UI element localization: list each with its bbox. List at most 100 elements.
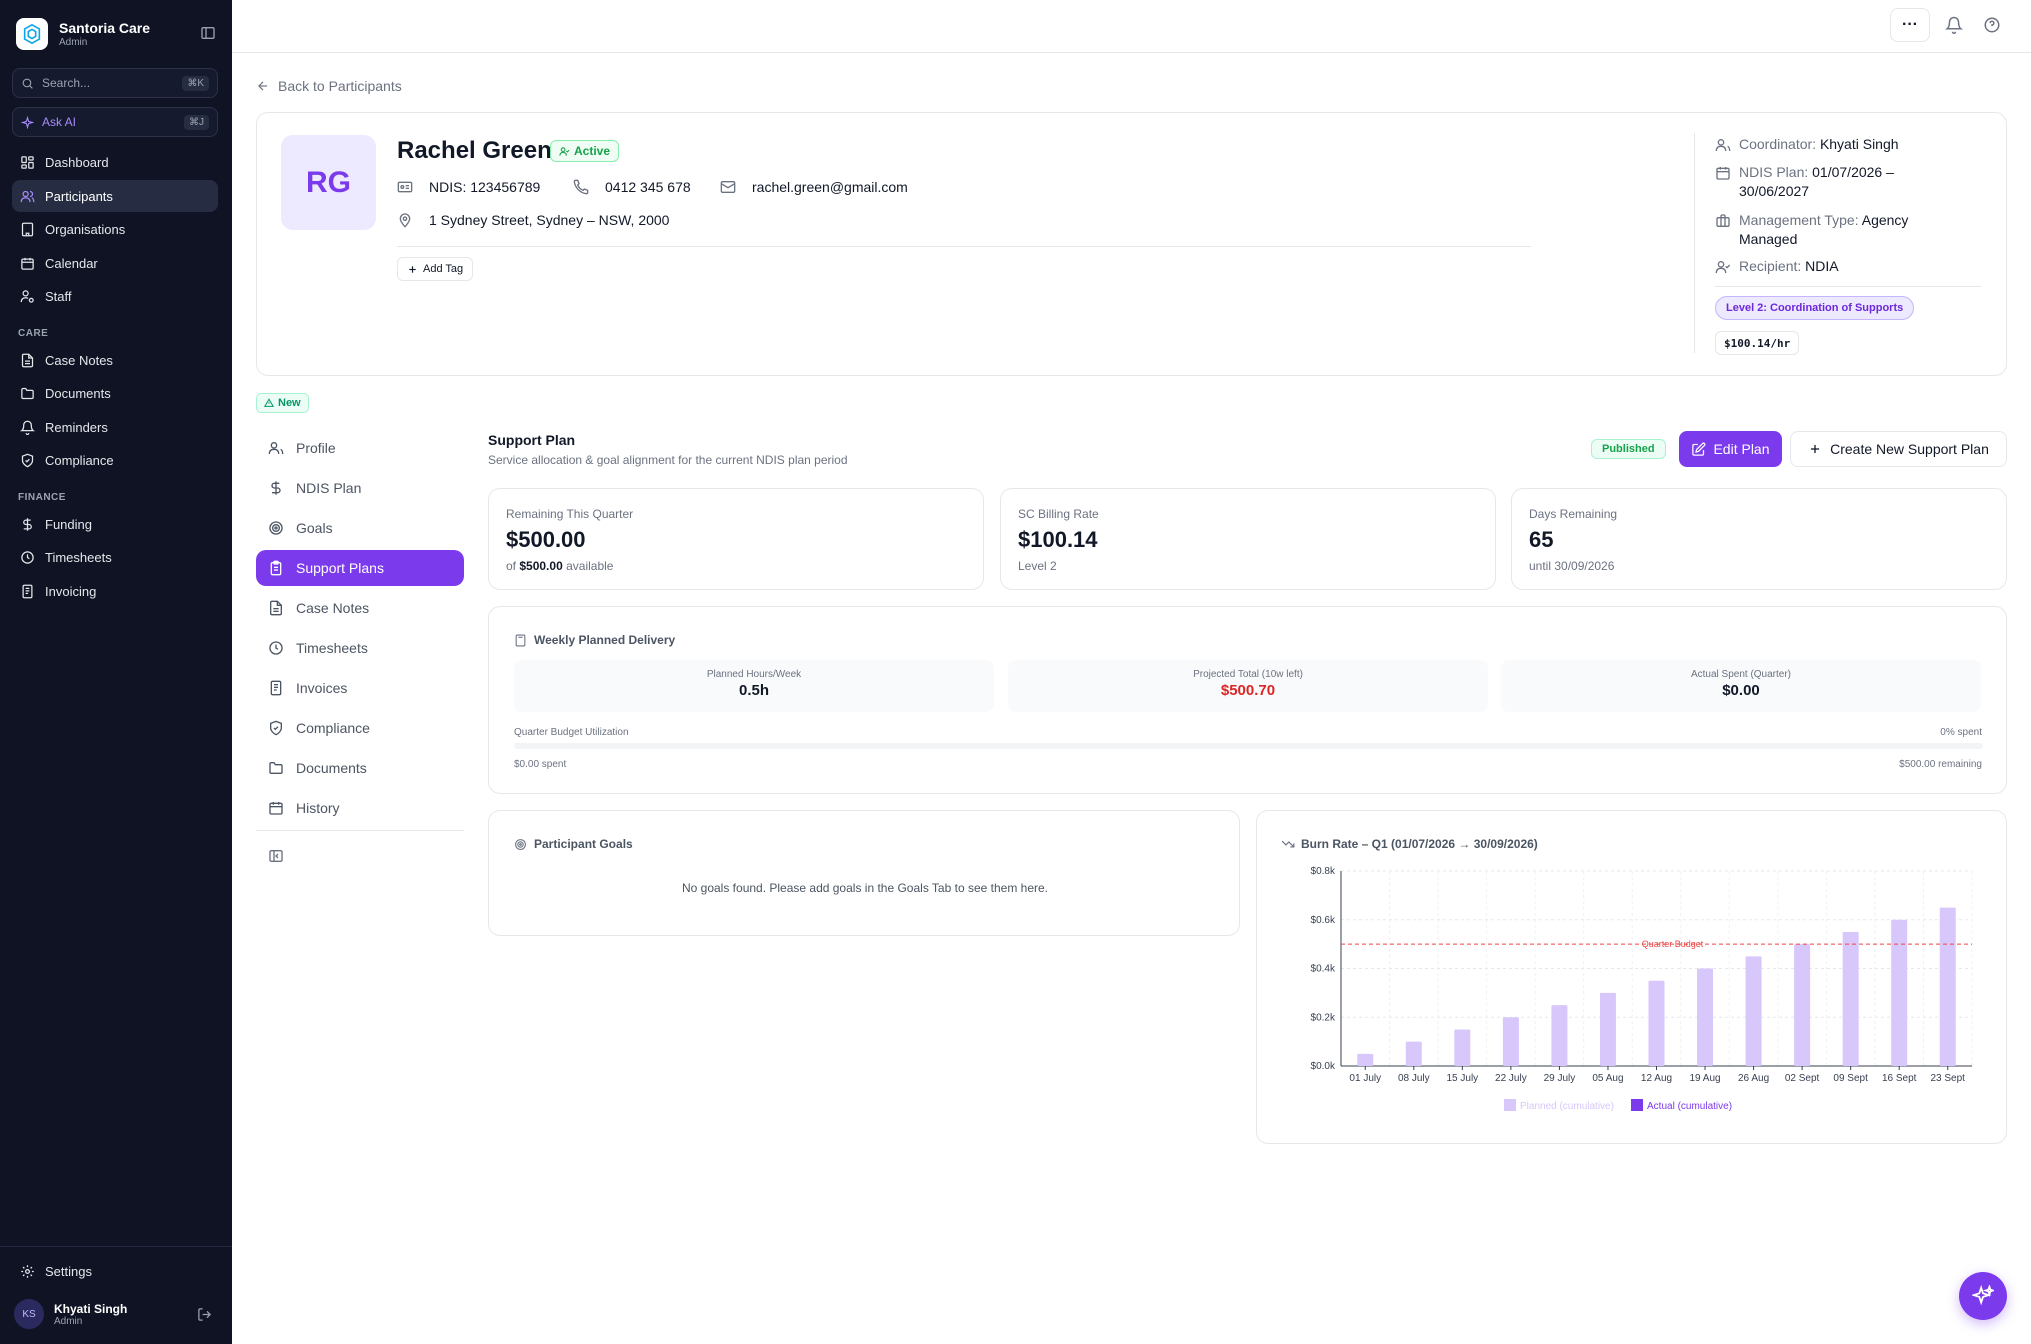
user-profile[interactable]: KS Khyati Singh Admin [14,1299,127,1329]
planned-bar [1697,968,1714,1066]
alert-triangle-icon [264,398,274,407]
ndis-number-value: NDIS: 123456789 [429,179,541,195]
edit-plan-label: Edit Plan [1713,441,1770,457]
bell-icon [20,420,35,435]
sidebar-item-label: Participants [45,188,113,204]
x-tick-label: 19 Aug [1689,1073,1720,1084]
y-tick-label: $0.0k [1311,1061,1336,1072]
burn-rate-chart: $0.0k $0.2k $0.4k $0.6k $0.8k 01 July 08 July 1… [1311,866,1973,1112]
sidebar-item-timesheets[interactable]: Timesheets [12,541,218,573]
coordinator-value: Khyati Singh [1819,136,1899,152]
tab-timesheets[interactable]: Timesheets [256,630,464,666]
bell-icon[interactable] [1945,16,1963,34]
stat-card-remaining: Remaining This Quarter $500.00 of $500.0… [488,488,984,590]
stat-label: SC Billing Rate [1018,507,1099,521]
tab-label: Invoices [296,680,348,696]
search-icon [22,78,33,89]
sidebar-divider [0,1246,232,1247]
sidebar-toggle-icon[interactable] [200,25,216,41]
calculator-icon [515,634,526,646]
sidebar-item-reminders[interactable]: Reminders [12,411,218,443]
tab-history[interactable]: History [256,790,464,826]
sidebar-item-staff[interactable]: Staff [12,280,218,312]
topbar: ··· [232,0,2031,53]
tab-documents[interactable]: Documents [256,750,464,786]
participant-goals-card: Participant Goals No goals found. Please… [488,810,1240,936]
email-value: rachel.green@gmail.com [752,179,908,195]
sidebar-item-label: Calendar [45,255,98,271]
sidebar-item-funding[interactable]: Funding [12,508,218,540]
status-badge: Active [550,140,620,162]
panel-collapse-icon[interactable] [268,848,284,864]
receipt-icon [22,584,33,598]
sidebar-item-compliance[interactable]: Compliance [12,444,218,476]
tab-label: Goals [296,520,333,536]
sidebar-item-invoicing[interactable]: Invoicing [12,575,218,607]
sidebar-item-label: Compliance [45,452,114,468]
tab-case-notes[interactable]: Case Notes [256,590,464,626]
metric-planned-hours: Planned Hours/Week 0.5h [514,660,994,712]
tabs-divider [256,830,464,831]
sidebar-item-dashboard[interactable]: Dashboard [12,146,218,178]
create-support-plan-button[interactable]: Create New Support Plan [1790,431,2007,467]
user-check-icon [1715,261,1731,274]
sidebar-item-participants[interactable]: Participants [12,180,218,212]
stat-label: Days Remaining [1529,507,1618,521]
stat-card-billing-rate: SC Billing Rate $100.14 Level 2 [1000,488,1496,590]
stat-sub-suffix: available [566,559,614,573]
add-tag-button[interactable]: Add Tag [397,257,474,281]
tab-goals[interactable]: Goals [256,510,464,546]
goals-empty-message: No goals found. Please add goals in the … [681,881,1049,895]
tab-label: Timesheets [296,640,368,656]
logout-icon[interactable] [197,1307,212,1322]
tab-compliance[interactable]: Compliance [256,710,464,746]
finance-heading: FINANCE [18,492,66,503]
x-tick-label: 22 July [1495,1073,1527,1084]
x-tick-label: 12 Aug [1641,1073,1672,1084]
sidebar-item-label: Documents [45,385,111,401]
planned-bar [1502,1017,1519,1066]
folder-icon [21,387,34,399]
tab-support-plans[interactable]: Support Plans [256,550,464,586]
tab-label: Compliance [296,720,370,736]
ask-ai-label: Ask AI [42,115,77,129]
ai-assistant-button[interactable] [1959,1272,2007,1320]
help-icon[interactable] [1983,16,2001,34]
tab-label: Documents [296,760,367,776]
sidebar-item-documents[interactable]: Documents [12,377,218,409]
sidebar: Santoria Care Admin Search... ⌘K Ask AI … [0,0,232,1344]
file-icon [21,353,34,367]
ask-ai-button[interactable]: Ask AI ⌘J [12,107,218,137]
more-options-button[interactable]: ··· [1890,8,1930,42]
y-tick-label: $0.2k [1311,1012,1336,1023]
sidebar-item-settings[interactable]: Settings [12,1255,218,1287]
new-badge: New [256,393,309,413]
plus-icon [1811,444,1820,454]
sidebar-item-organisations[interactable]: Organisations [12,213,218,245]
planned-bar [1794,944,1811,1066]
brand[interactable]: Santoria Care Admin [16,18,150,50]
create-plan-label: Create New Support Plan [1830,441,1989,457]
email-address[interactable]: rachel.green@gmail.com [720,179,908,195]
edit-plan-button[interactable]: Edit Plan [1679,431,1782,467]
participant-header-card: RG Rachel Green Active NDIS: 123456789 0… [256,112,2007,376]
x-tick-label: 15 July [1447,1073,1479,1084]
tab-invoices[interactable]: Invoices [256,670,464,706]
user-cog-icon [20,289,34,303]
sidebar-item-calendar[interactable]: Calendar [12,247,218,279]
sidebar-item-case-notes[interactable]: Case Notes [12,344,218,376]
sidebar-search[interactable]: Search... ⌘K [12,68,218,98]
tab-profile[interactable]: Profile [256,430,464,466]
coordinator-row: Coordinator: Khyati Singh [1715,135,1995,154]
briefcase-icon [1716,214,1730,227]
planned-bar [1551,1005,1568,1066]
ndis-plan-row: NDIS Plan: 01/07/2026 –30/06/2027 [1715,163,1995,201]
phone-number[interactable]: 0412 345 678 [573,179,691,195]
utilization-label: Quarter Budget Utilization [514,727,629,738]
tab-ndis-plan[interactable]: NDIS Plan [256,470,464,506]
coordinator-label: Coordinator: [1739,136,1817,152]
back-to-participants-link[interactable]: Back to Participants [256,78,402,94]
target-icon [269,521,283,535]
rate-badge: $100.14/hr [1715,331,1800,355]
phone-number-value: 0412 345 678 [605,179,691,195]
